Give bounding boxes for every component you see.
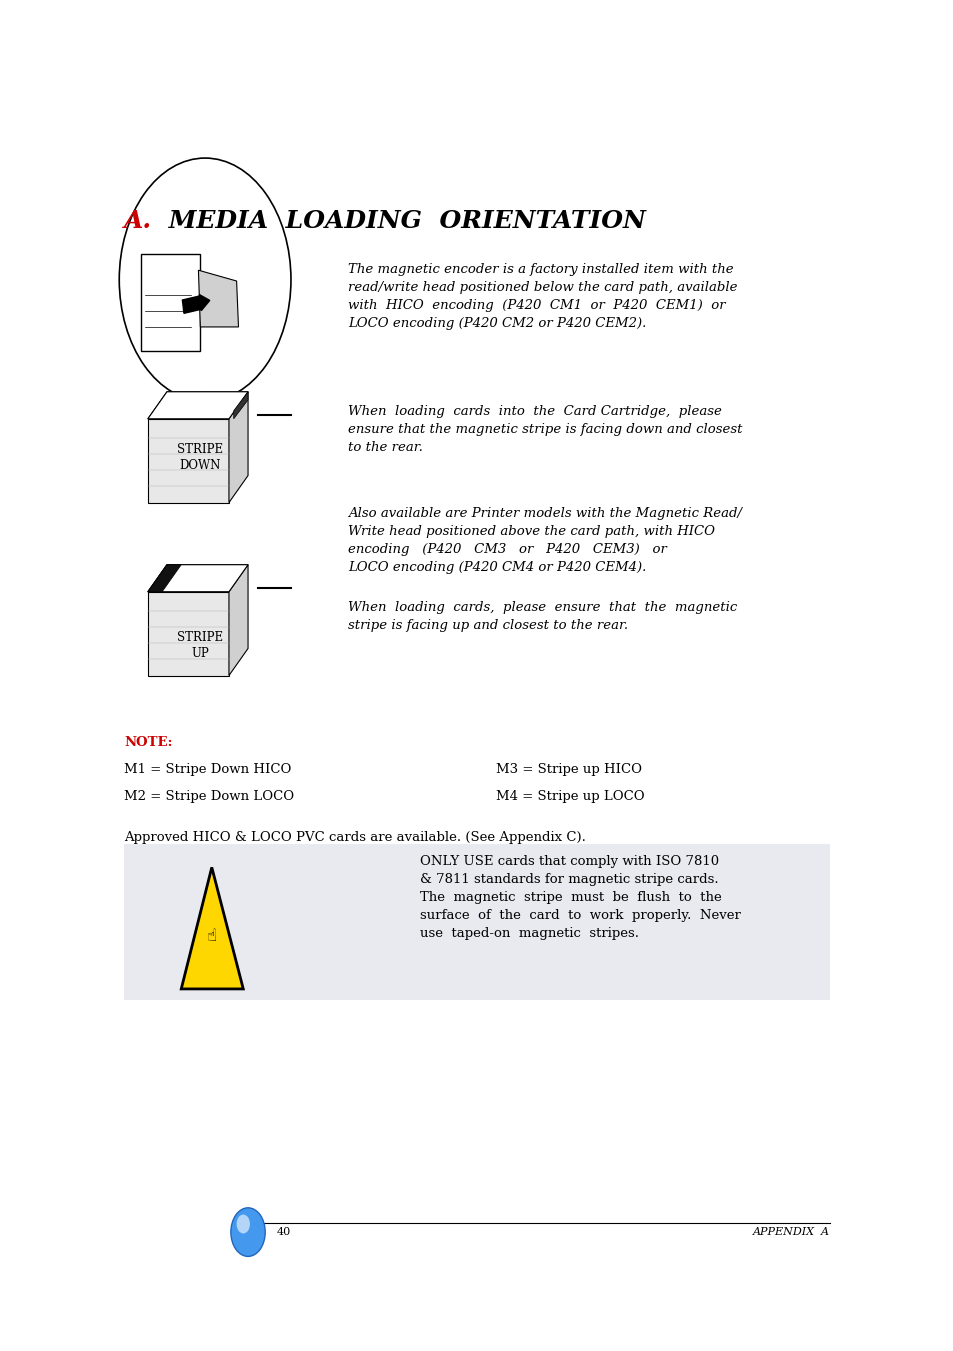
Text: M3 = Stripe up HICO: M3 = Stripe up HICO — [496, 763, 641, 777]
Text: A.: A. — [124, 209, 152, 234]
Text: ONLY USE cards that comply with ISO 7810
& 7811 standards for magnetic stripe ca: ONLY USE cards that comply with ISO 7810… — [419, 855, 740, 940]
Polygon shape — [198, 270, 238, 327]
Text: STRIPE
UP: STRIPE UP — [177, 631, 223, 659]
Text: When  loading  cards  into  the  Card Cartridge,  please
ensure that the magneti: When loading cards into the Card Cartrid… — [348, 405, 742, 454]
FancyArrow shape — [182, 295, 210, 313]
Circle shape — [236, 1215, 250, 1233]
Polygon shape — [229, 565, 248, 676]
Text: M1 = Stripe Down HICO: M1 = Stripe Down HICO — [124, 763, 291, 777]
Text: Also available are Printer models with the Magnetic Read/
Write head positioned : Also available are Printer models with t… — [348, 507, 741, 574]
Text: The magnetic encoder is a factory installed item with the
read/write head positi: The magnetic encoder is a factory instal… — [348, 263, 737, 331]
Polygon shape — [148, 565, 181, 592]
FancyBboxPatch shape — [141, 254, 200, 351]
Polygon shape — [148, 592, 229, 676]
Text: STRIPE
DOWN: STRIPE DOWN — [177, 443, 223, 471]
Text: MEDIA  LOADING  ORIENTATION: MEDIA LOADING ORIENTATION — [160, 209, 645, 234]
Circle shape — [119, 158, 291, 401]
Polygon shape — [148, 565, 248, 592]
Text: ☝: ☝ — [207, 927, 216, 946]
Polygon shape — [233, 392, 248, 419]
Circle shape — [231, 1208, 265, 1256]
FancyBboxPatch shape — [124, 844, 829, 1000]
Polygon shape — [181, 867, 243, 989]
Text: APPENDIX  A: APPENDIX A — [752, 1227, 829, 1238]
Polygon shape — [148, 392, 248, 419]
Text: NOTE:: NOTE: — [124, 736, 172, 750]
Polygon shape — [229, 392, 248, 503]
Polygon shape — [148, 565, 248, 592]
Text: M4 = Stripe up LOCO: M4 = Stripe up LOCO — [496, 790, 644, 804]
Text: When  loading  cards,  please  ensure  that  the  magnetic
stripe is facing up a: When loading cards, please ensure that t… — [348, 601, 737, 632]
Text: M2 = Stripe Down LOCO: M2 = Stripe Down LOCO — [124, 790, 294, 804]
Text: 40: 40 — [276, 1227, 291, 1238]
Text: Approved HICO & LOCO PVC cards are available. (See Appendix C).: Approved HICO & LOCO PVC cards are avail… — [124, 831, 585, 844]
Polygon shape — [148, 419, 229, 503]
Polygon shape — [148, 392, 248, 419]
